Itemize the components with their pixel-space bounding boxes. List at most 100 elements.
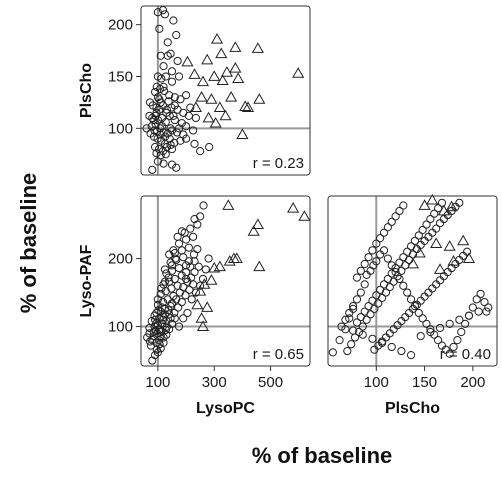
data-point-circle <box>435 219 445 228</box>
data-point-circle <box>160 10 170 19</box>
data-point-circle <box>167 67 177 76</box>
data-point-triangle <box>194 284 207 296</box>
data-point-circle <box>352 273 362 282</box>
data-point-circle <box>177 246 186 255</box>
data-point-circle <box>176 95 185 104</box>
data-point-circle <box>445 319 454 328</box>
data-point-circle <box>159 62 168 71</box>
data-point-circle <box>165 91 174 100</box>
data-point-circle <box>364 302 373 311</box>
data-point-circle <box>337 322 346 331</box>
data-point-circle <box>149 115 158 125</box>
data-point-circle <box>171 254 180 263</box>
data-point-triangle <box>229 62 242 73</box>
data-point-circle <box>387 217 396 226</box>
data-point-circle <box>349 302 358 311</box>
data-point-circle <box>437 198 447 207</box>
data-point-triangle <box>251 42 264 53</box>
data-point-circle <box>190 139 199 148</box>
data-point-circle <box>435 276 445 285</box>
data-point-circle <box>435 323 445 333</box>
data-point-circle <box>369 261 378 270</box>
data-point-circle <box>358 330 367 339</box>
data-point-circle <box>173 232 182 241</box>
data-point-triangle <box>222 199 235 210</box>
data-point-triangle <box>208 70 221 81</box>
panel-bottom-right: 100 150 200 PlsCho r = 0.40 <box>327 193 498 417</box>
data-point-circle <box>393 321 402 330</box>
data-point-circle <box>153 300 162 309</box>
data-point-circle <box>161 325 170 335</box>
data-point-circle <box>395 206 404 216</box>
panel-y-axis-label: Lyso-PAF <box>78 244 95 317</box>
panel-bottom-left: 100 200 100 300 500 Lyso-PAF LysoPC r = 0.65 <box>78 195 311 417</box>
data-point-circle <box>166 124 175 133</box>
data-point-circle <box>189 280 198 289</box>
data-point-circle <box>166 140 175 150</box>
data-point-circle <box>356 266 365 275</box>
data-point-triangle <box>201 53 214 65</box>
y-tick-label: 100 <box>108 120 133 137</box>
data-point-circle <box>449 342 458 352</box>
data-point-circle <box>172 30 181 40</box>
data-point-circle <box>387 342 396 352</box>
data-point-circle <box>167 77 177 86</box>
data-point-circle <box>196 147 205 156</box>
data-point-triangle <box>229 41 242 52</box>
data-point-circle <box>345 314 354 323</box>
data-point-circle <box>149 327 158 337</box>
data-point-circle <box>196 212 205 221</box>
data-point-circle <box>410 236 420 245</box>
data-point-circle <box>162 322 172 331</box>
data-point-circle <box>170 101 179 110</box>
data-point-circle <box>484 303 493 312</box>
data-point-triangle <box>292 67 305 78</box>
data-point-circle <box>472 295 481 304</box>
data-point-triangle <box>213 260 226 272</box>
data-point-circle <box>439 215 448 224</box>
data-point-circle <box>186 262 195 271</box>
data-point-circle <box>153 93 162 102</box>
data-point-circle <box>335 336 344 345</box>
data-point-circle <box>170 308 179 318</box>
data-point-circle <box>416 296 425 305</box>
data-point-circle <box>360 280 369 289</box>
x-tick-label: 150 <box>412 374 437 391</box>
data-point-triangle <box>198 278 211 289</box>
data-point-circle <box>455 315 464 324</box>
data-point-triangle <box>253 93 266 104</box>
data-point-circle <box>328 348 337 357</box>
data-point-circle <box>148 165 157 174</box>
data-point-circle <box>150 311 159 320</box>
data-point-triangle <box>181 55 194 67</box>
data-point-circle <box>181 122 191 131</box>
data-point-circle <box>170 115 179 125</box>
data-point-circle <box>383 274 392 284</box>
data-point-circle <box>186 103 195 112</box>
data-point-circle <box>341 315 350 324</box>
data-point-triangle <box>287 202 300 213</box>
data-point-circle <box>379 246 389 255</box>
x-tick-label: 100 <box>145 374 170 391</box>
data-point-circle <box>187 295 196 304</box>
data-point-circle <box>191 288 201 297</box>
data-point-triangle <box>457 234 470 246</box>
data-point-triangle <box>191 298 204 310</box>
data-point-circle <box>167 261 177 270</box>
correlation-annotation: r = 0.40 <box>440 346 491 363</box>
data-point-circle <box>186 224 195 233</box>
data-point-circle <box>167 144 177 154</box>
data-point-circle <box>352 295 362 304</box>
data-point-circle <box>399 281 408 290</box>
data-point-circle <box>482 307 491 316</box>
data-point-triangle <box>253 260 266 272</box>
data-point-circle <box>143 333 152 342</box>
data-point-triangle <box>195 91 208 102</box>
data-point-circle <box>349 326 358 335</box>
data-point-triangle <box>201 301 214 312</box>
data-point-circle <box>387 269 396 278</box>
data-point-circle <box>150 351 160 360</box>
data-point-circle <box>383 223 392 232</box>
data-point-triangle <box>219 109 232 121</box>
data-point-circle <box>165 310 174 319</box>
